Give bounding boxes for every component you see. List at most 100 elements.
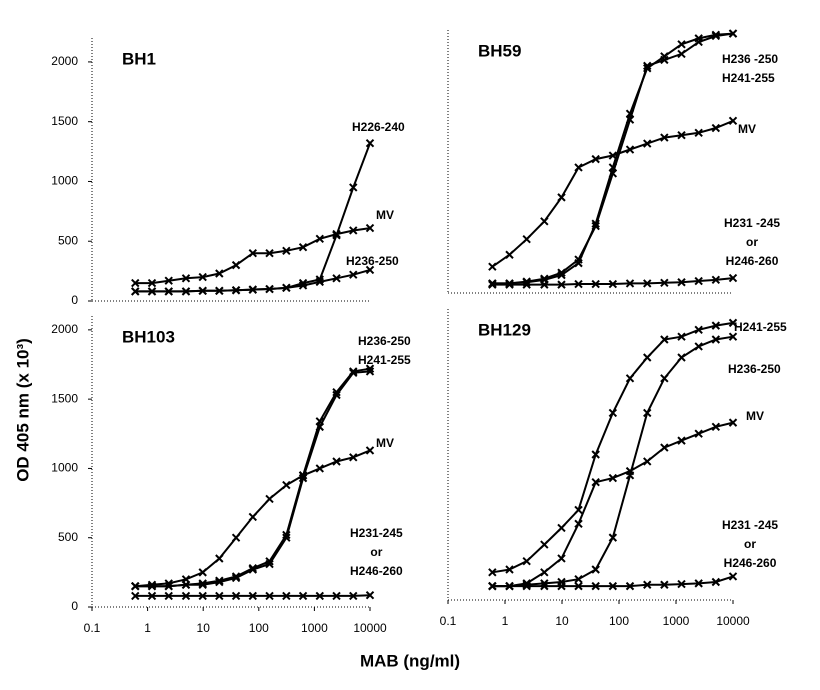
data-point bbox=[315, 422, 324, 432]
x-tick-label: 0.1 bbox=[440, 614, 457, 628]
data-point bbox=[660, 335, 669, 344]
series-label: H241-255 bbox=[722, 71, 775, 85]
data-point bbox=[557, 581, 566, 591]
data-point bbox=[660, 55, 669, 65]
data-point bbox=[540, 581, 549, 591]
x-axis-label: MAB (ng/ml) bbox=[360, 651, 460, 670]
data-point bbox=[365, 591, 375, 600]
data-point bbox=[625, 581, 635, 591]
data-point bbox=[349, 591, 358, 601]
data-point bbox=[215, 286, 224, 296]
data-point bbox=[265, 559, 274, 569]
series-label: MV bbox=[738, 122, 756, 136]
data-point bbox=[728, 418, 738, 427]
series-label: H231 -245 or H246-260 bbox=[724, 216, 781, 268]
data-point bbox=[694, 128, 703, 138]
x-tick-label: 10 bbox=[555, 614, 569, 628]
data-point bbox=[488, 568, 497, 577]
data-point bbox=[298, 591, 308, 601]
data-point bbox=[282, 533, 291, 542]
data-point bbox=[332, 274, 341, 283]
data-point bbox=[231, 533, 241, 542]
chart-title: BH129 bbox=[478, 320, 531, 339]
data-point bbox=[231, 260, 241, 270]
data-point bbox=[147, 287, 157, 296]
data-point bbox=[540, 217, 549, 226]
data-point bbox=[660, 133, 669, 142]
y-tick-label: 2000 bbox=[51, 54, 78, 68]
data-point bbox=[315, 591, 324, 601]
data-point bbox=[608, 151, 618, 160]
data-point bbox=[248, 591, 258, 601]
data-point bbox=[591, 581, 600, 591]
y-tick-label: 500 bbox=[58, 233, 78, 247]
data-point bbox=[365, 367, 375, 376]
data-point bbox=[574, 581, 583, 591]
data-point bbox=[349, 368, 358, 378]
data-point bbox=[147, 278, 157, 288]
data-point bbox=[231, 591, 241, 601]
data-point bbox=[282, 283, 291, 293]
data-point bbox=[248, 248, 258, 258]
data-point bbox=[677, 130, 686, 140]
data-point bbox=[574, 575, 583, 584]
y-tick-label: 0 bbox=[71, 293, 78, 307]
data-point bbox=[557, 193, 566, 202]
data-point bbox=[677, 353, 686, 362]
data-point bbox=[332, 457, 341, 466]
data-point bbox=[643, 457, 652, 466]
data-point bbox=[660, 374, 669, 383]
data-point bbox=[643, 61, 652, 71]
data-point bbox=[694, 429, 703, 438]
data-point bbox=[215, 577, 224, 587]
data-point bbox=[265, 591, 274, 601]
data-point bbox=[694, 325, 703, 334]
data-point bbox=[728, 273, 738, 283]
data-point bbox=[488, 581, 497, 591]
data-point bbox=[677, 436, 686, 445]
data-point bbox=[608, 581, 618, 591]
data-point bbox=[711, 123, 721, 133]
y-tick-label: 0 bbox=[71, 599, 78, 613]
data-point bbox=[282, 480, 291, 490]
data-point bbox=[728, 318, 738, 328]
chart-title: BH59 bbox=[478, 41, 521, 60]
data-point bbox=[315, 277, 324, 287]
data-point bbox=[557, 280, 566, 289]
data-point bbox=[215, 591, 224, 601]
series-line bbox=[492, 32, 734, 285]
data-point bbox=[574, 505, 583, 515]
data-point bbox=[625, 466, 635, 476]
data-point bbox=[540, 540, 549, 549]
data-point bbox=[728, 116, 738, 126]
data-point bbox=[332, 591, 341, 601]
x-tick-label: 1000 bbox=[663, 614, 690, 628]
data-point bbox=[591, 478, 600, 487]
data-point bbox=[488, 280, 497, 289]
data-point bbox=[677, 278, 686, 287]
x-tick-label: 1 bbox=[502, 614, 509, 628]
data-point bbox=[198, 568, 207, 577]
series-label: H231-245 or H246-260 bbox=[350, 526, 403, 578]
data-point bbox=[608, 279, 618, 289]
data-point bbox=[315, 464, 324, 473]
data-point bbox=[215, 269, 224, 278]
x-tick-label: 0.1 bbox=[84, 621, 101, 635]
x-tick-label: 1000 bbox=[301, 621, 328, 635]
data-point bbox=[131, 287, 140, 296]
series-line bbox=[135, 142, 371, 293]
x-tick-label: 10000 bbox=[716, 614, 750, 628]
data-point bbox=[574, 519, 583, 528]
y-axis-label: OD 405 nm (x 10³) bbox=[13, 338, 32, 482]
data-point bbox=[574, 255, 583, 264]
data-point bbox=[728, 572, 738, 581]
data-point bbox=[198, 580, 207, 590]
data-point bbox=[522, 280, 531, 289]
data-point bbox=[677, 40, 686, 49]
data-point bbox=[557, 523, 566, 533]
data-point bbox=[131, 591, 140, 601]
data-point bbox=[643, 279, 652, 288]
series-label: MV bbox=[376, 208, 394, 222]
data-point bbox=[728, 29, 738, 38]
